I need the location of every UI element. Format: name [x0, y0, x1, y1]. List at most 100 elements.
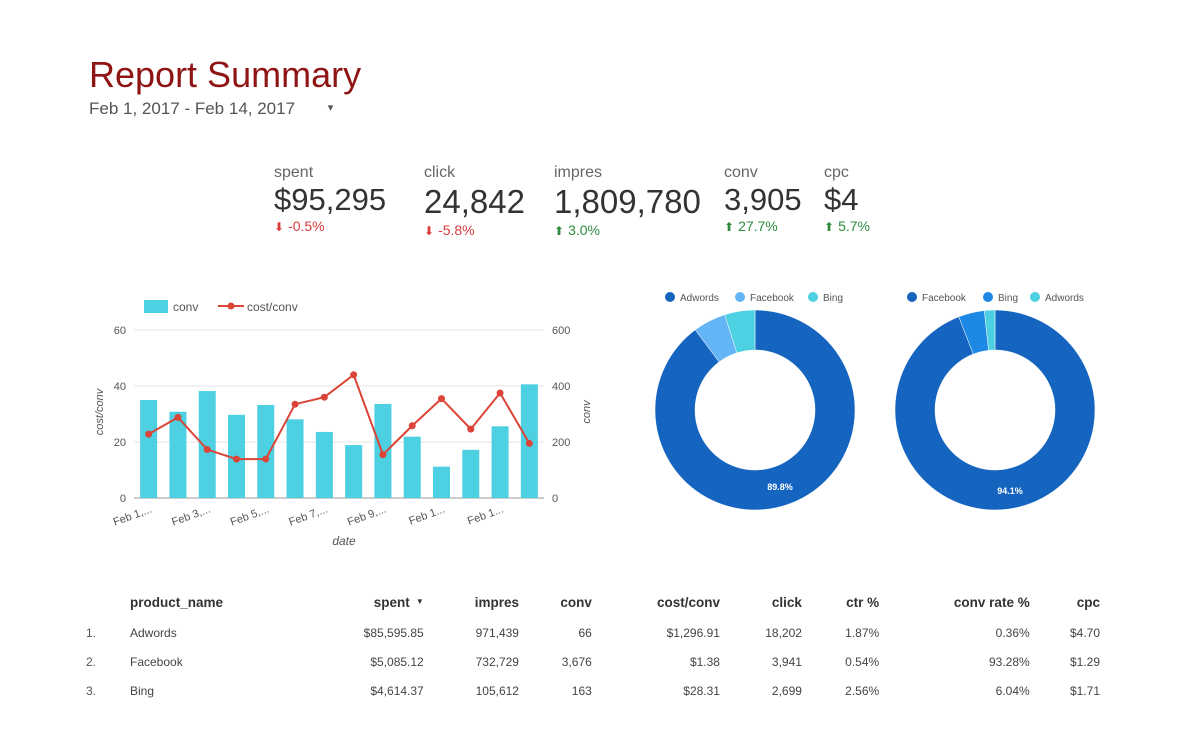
table-row[interactable]: 3. Bing $4,614.37 105,612 163 $28.31 2,699 2.56… — [80, 676, 1110, 705]
donut-slice-bing[interactable] — [724, 309, 756, 354]
kpi-label: spent — [274, 164, 314, 181]
column-header-conv[interactable]: conv — [560, 594, 592, 610]
combo-chart[interactable]: conv cost/conv cost/conv conv date Feb 1… — [80, 290, 590, 560]
column-header-product-name[interactable]: product_name — [130, 594, 224, 610]
legend-swatch-conv — [144, 300, 168, 313]
bar-conv[interactable] — [315, 431, 333, 498]
arrow-down-icon: ⬇ — [274, 220, 285, 234]
point-cost-conv[interactable] — [291, 400, 299, 408]
product-table: product_name spent ▼ impres conv cost/con… — [80, 586, 1110, 705]
point-cost-conv[interactable] — [203, 446, 211, 454]
bar-conv[interactable] — [403, 436, 421, 498]
point-cost-conv[interactable] — [233, 455, 240, 463]
y-right-tick-label: 600 — [552, 325, 570, 337]
table-row[interactable]: 1. Adwords $85,595.85 971,439 66 $1,296.91 18,… — [80, 618, 1110, 647]
point-cost-conv[interactable] — [145, 430, 153, 438]
date-range-label: Feb 1, 2017 - Feb 14, 2017 — [89, 99, 296, 118]
cell-conv-rate: 0.36% — [995, 625, 1030, 640]
cell-cpc: $4.70 — [1069, 625, 1100, 640]
x-axis-title: date — [332, 534, 356, 548]
cell-product-name: Facebook — [130, 654, 183, 669]
point-cost-conv[interactable] — [496, 389, 504, 397]
row-index: 1. — [86, 625, 97, 640]
sort-desc-icon[interactable]: ▼ — [415, 597, 424, 607]
legend-label: Bing — [998, 293, 1018, 304]
point-cost-conv[interactable] — [320, 393, 328, 401]
bar-conv[interactable] — [433, 466, 450, 498]
kpi-value: $4 — [824, 182, 859, 217]
y-right-tick-label: 200 — [552, 437, 570, 449]
point-cost-conv[interactable] — [174, 413, 182, 421]
y-right-tick-label: 400 — [552, 381, 570, 393]
kpi-value: 1,809,780 — [554, 183, 701, 220]
legend-label: Facebook — [922, 293, 967, 304]
kpi-value: $95,295 — [274, 182, 387, 217]
kpi-delta: ⬆ 3.0% — [554, 222, 600, 238]
point-cost-conv[interactable] — [467, 425, 475, 433]
bar-conv[interactable] — [198, 391, 216, 498]
point-cost-conv[interactable] — [525, 439, 533, 447]
point-cost-conv[interactable] — [262, 455, 270, 463]
caret-down-icon[interactable]: ▾ — [327, 102, 334, 115]
donut-2-data-label: 94.1% — [997, 486, 1023, 496]
y-left-tick-label: 40 — [114, 381, 126, 393]
table-row[interactable]: 2. Facebook $5,085.12 732,729 3,676 $1.38 3,94… — [80, 647, 1110, 676]
kpi-delta: ⬇ -5.8% — [424, 222, 475, 238]
date-range-selector[interactable]: Feb 1, 2017 - Feb 14, 2017 ▾ — [89, 99, 333, 119]
page-title: Report Summary — [89, 54, 362, 95]
arrow-up-icon: ⬆ — [824, 220, 835, 234]
point-cost-conv[interactable] — [350, 371, 358, 379]
cell-cost-conv: $28.31 — [683, 683, 720, 698]
kpi-delta: ⬆ 5.7% — [824, 218, 870, 234]
kpi-conv: conv 3,905 ⬆ 27.7% — [724, 164, 802, 234]
donut-slice-facebook[interactable] — [894, 309, 1096, 511]
x-tick-label: Feb 1... — [407, 504, 446, 528]
kpi-delta: ⬇ -0.5% — [274, 218, 325, 234]
bar-conv[interactable] — [491, 426, 509, 498]
arrow-up-icon: ⬆ — [724, 220, 735, 234]
bar-conv[interactable] — [462, 449, 480, 498]
legend-swatch-adwords — [1030, 292, 1040, 302]
donut-chart-2[interactable]: Facebook Bing Adwords 94.1% — [880, 284, 1110, 520]
column-header-ctr[interactable]: ctr % — [846, 594, 880, 610]
cell-cpc: $1.29 — [1069, 654, 1100, 669]
point-cost-conv[interactable] — [438, 395, 445, 403]
column-header-impres[interactable]: impres — [474, 594, 519, 610]
cell-spent: $5,085.12 — [370, 654, 424, 669]
cell-conv: 163 — [571, 683, 592, 698]
cell-ctr: 2.56% — [845, 683, 880, 698]
bar-conv[interactable] — [169, 411, 187, 498]
point-cost-conv[interactable] — [379, 451, 387, 459]
point-cost-conv[interactable] — [408, 422, 416, 430]
column-header-conv-rate[interactable]: conv rate % — [953, 594, 1030, 610]
column-header-cost-conv[interactable]: cost/conv — [656, 594, 720, 610]
bar-conv[interactable] — [345, 445, 363, 498]
cell-cost-conv: $1.38 — [689, 654, 720, 669]
cell-spent: $85,595.85 — [363, 625, 424, 640]
cell-impres: 971,439 — [475, 625, 519, 640]
column-header-spent[interactable]: spent ▼ — [373, 594, 424, 610]
legend-label: Adwords — [680, 293, 719, 304]
column-header-click[interactable]: click — [771, 594, 802, 610]
arrow-up-icon: ⬆ — [554, 224, 565, 238]
donut-slice-adwords[interactable] — [984, 309, 996, 351]
cell-click: 18,202 — [765, 625, 802, 640]
kpi-label: cpc — [824, 164, 849, 181]
y-left-tick-label: 20 — [114, 437, 126, 449]
column-header-cpc[interactable]: cpc — [1076, 594, 1100, 610]
bar-conv[interactable] — [140, 400, 158, 498]
row-index: 2. — [86, 654, 97, 669]
bar-conv[interactable] — [257, 405, 275, 498]
kpi-impres: impres 1,809,780 ⬆ 3.0% — [554, 164, 701, 238]
cell-impres: 732,729 — [475, 654, 519, 669]
cell-cost-conv: $1,296.91 — [666, 625, 720, 640]
cell-conv-rate: 93.28% — [989, 654, 1030, 669]
donut-slice-adwords[interactable] — [654, 309, 856, 511]
bar-conv[interactable] — [286, 419, 304, 498]
legend-label: Bing — [823, 293, 843, 304]
kpi-label: impres — [554, 164, 603, 181]
legend-swatch-bing — [983, 292, 993, 302]
donut-chart-1[interactable]: Adwords Facebook Bing 89.8% — [640, 284, 870, 520]
cell-spent: $4,614.37 — [370, 683, 424, 698]
bar-conv[interactable] — [374, 403, 392, 498]
